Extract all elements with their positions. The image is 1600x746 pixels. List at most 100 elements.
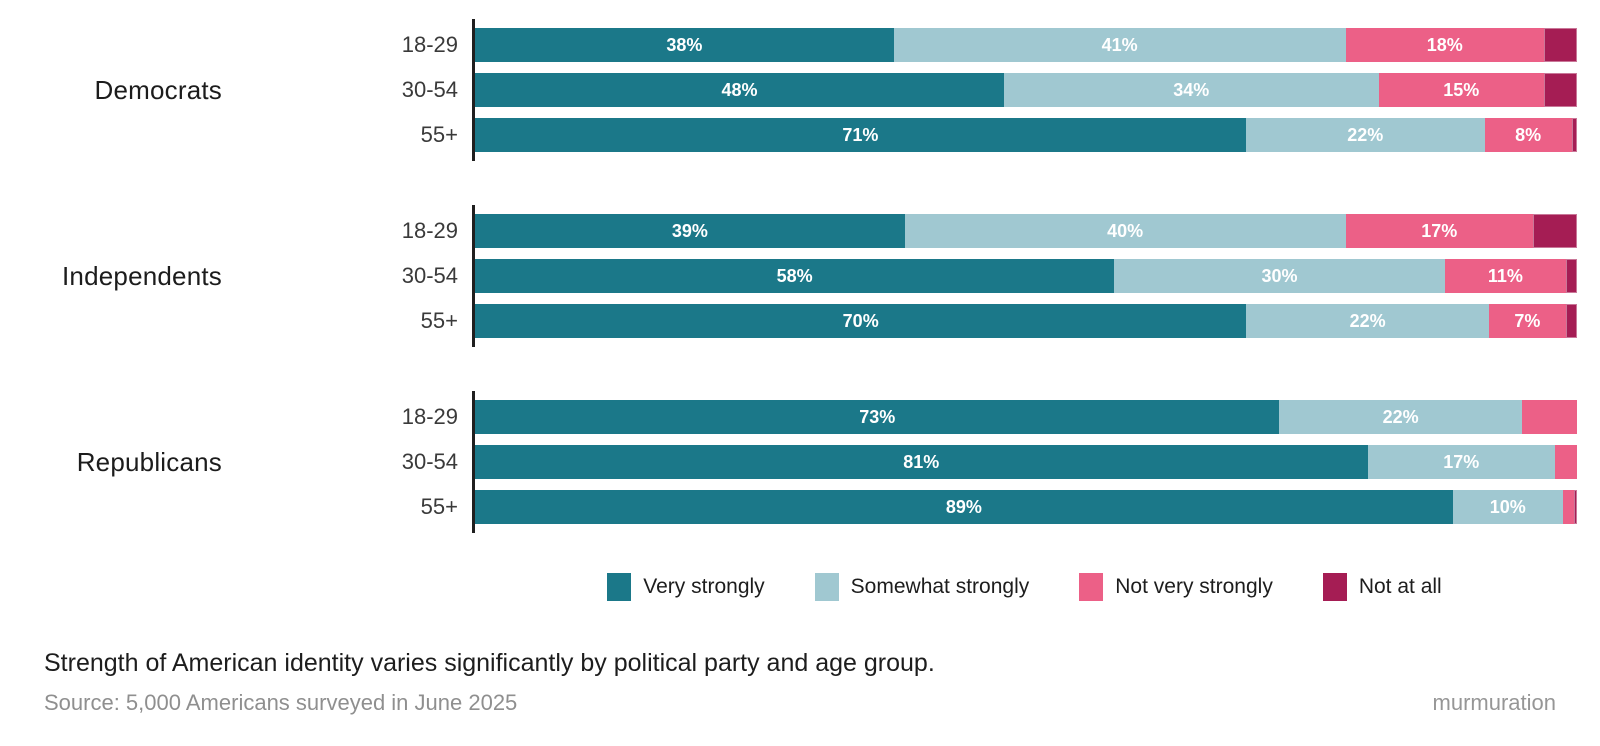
bar-segment-not-at-all — [1543, 28, 1577, 62]
legend-swatch-not-at-all — [1322, 573, 1347, 601]
bar-segment-somewhat-strongly: 41% — [893, 28, 1346, 62]
stacked-bar-democrats-18-29: 38% 41% 18% — [475, 28, 1577, 62]
bar-segment-somewhat-strongly: 10% — [1452, 490, 1563, 524]
legend-swatch-somewhat-strongly — [814, 573, 839, 601]
bar-segment-very-strongly: 58% — [475, 259, 1115, 293]
party-label: Republicans — [76, 446, 222, 477]
stacked-bar-democrats-30-54: 48% 34% 15% — [475, 73, 1577, 107]
age-group-label: 55+ — [420, 494, 458, 519]
segment-value-label: 40% — [1107, 220, 1144, 241]
age-group-label: 30-54 — [401, 77, 458, 102]
bar-segment-not-at-all — [1532, 214, 1577, 248]
bar-segment-very-strongly: 38% — [475, 28, 894, 62]
legend-label: Somewhat strongly — [850, 575, 1030, 598]
bars-with-axis: 39% 40% 17% 58% 30% 11% 70% 22% 7% — [472, 205, 1577, 347]
segment-value-label: 34% — [1173, 79, 1210, 100]
bar-segment-not-very-strongly: 18% — [1345, 28, 1544, 62]
stacked-bar-independents-18-29: 39% 40% 17% — [475, 214, 1577, 248]
segment-value-label: 22% — [1349, 310, 1386, 331]
bar-segment-not-at-all — [1565, 304, 1577, 338]
bar-segment-somewhat-strongly: 22% — [1245, 118, 1485, 152]
party-label: Democrats — [94, 74, 222, 105]
segment-value-label: 48% — [721, 79, 758, 100]
bar-segment-very-strongly: 71% — [475, 118, 1246, 152]
legend-swatch-not-very-strongly — [1079, 573, 1104, 601]
chart: Democrats 18-29 30-54 55+ 38% 41% 18% 48% 34% 15%… — [0, 19, 1600, 533]
bar-segment-not-very-strongly — [1554, 445, 1577, 479]
legend-item-not-very-strongly: Not very strongly — [1079, 573, 1273, 601]
legend-item-somewhat-strongly: Somewhat strongly — [814, 573, 1030, 601]
age-group-label: 30-54 — [401, 263, 458, 288]
bar-segment-very-strongly: 70% — [475, 304, 1247, 338]
legend-swatch-very-strongly — [607, 573, 632, 601]
segment-value-label: 71% — [842, 124, 879, 145]
segment-value-label: 15% — [1443, 79, 1480, 100]
age-labels: 18-29 30-54 55+ — [222, 391, 472, 533]
stacked-bar-independents-55-: 70% 22% 7% — [475, 304, 1577, 338]
footer: Source: 5,000 Americans surveyed in June… — [44, 690, 1556, 716]
segment-value-label: 81% — [903, 451, 940, 472]
bar-segment-not-at-all — [1543, 73, 1577, 107]
bars-with-axis: 38% 41% 18% 48% 34% 15% 71% 22% 8% — [472, 19, 1577, 161]
bar-segment-somewhat-strongly: 22% — [1279, 400, 1522, 434]
bar-segment-not-very-strongly: 17% — [1345, 214, 1533, 248]
bar-segment-very-strongly: 39% — [475, 214, 905, 248]
stacked-bar-democrats-55-: 71% 22% 8% — [475, 118, 1577, 152]
segment-value-label: 89% — [945, 496, 982, 517]
bar-segment-somewhat-strongly: 34% — [1003, 73, 1379, 107]
segment-value-label: 58% — [776, 265, 813, 286]
age-group-label: 55+ — [420, 122, 458, 147]
legend-label: Not very strongly — [1115, 575, 1273, 598]
bar-segment-not-at-all — [1565, 259, 1577, 293]
segment-value-label: 11% — [1487, 265, 1523, 286]
stacked-bar-republicans-18-29: 73% 22% — [475, 400, 1577, 434]
age-group-label: 55+ — [420, 308, 458, 333]
brand-logo-text: murmuration — [1432, 690, 1556, 715]
stacked-bar-independents-30-54: 58% 30% 11% — [475, 259, 1577, 293]
segment-value-label: 17% — [1421, 220, 1458, 241]
bar-segment-not-very-strongly: 7% — [1488, 304, 1566, 338]
age-group-label: 18-29 — [401, 32, 458, 57]
segment-value-label: 22% — [1382, 406, 1419, 427]
stacked-bar-republicans-55-: 89% 10% — [475, 490, 1577, 524]
segment-value-label: 22% — [1347, 124, 1384, 145]
bar-segment-not-very-strongly: 8% — [1484, 118, 1572, 152]
bar-segment-not-very-strongly: 11% — [1444, 259, 1566, 293]
segment-value-label: 17% — [1443, 451, 1480, 472]
bar-segment-somewhat-strongly: 17% — [1367, 445, 1555, 479]
legend-label: Not at all — [1358, 575, 1442, 598]
party-group-republicans: Republicans 18-29 30-54 55+ 73% 22% 81% 17% 89% 1… — [0, 391, 1600, 533]
party-label: Independents — [62, 260, 222, 291]
chart-legend: Very strongly Somewhat strongly Not very s… — [472, 573, 1577, 601]
bar-segment-somewhat-strongly: 30% — [1114, 259, 1445, 293]
bar-segment-very-strongly: 73% — [475, 400, 1280, 434]
age-labels: 18-29 30-54 55+ — [222, 205, 472, 347]
segment-value-label: 38% — [666, 34, 703, 55]
segment-value-label: 70% — [842, 310, 879, 331]
segment-value-label: 8% — [1515, 124, 1542, 145]
caption-block: Strength of American identity varies sig… — [44, 649, 1556, 678]
segment-value-label: 41% — [1101, 34, 1138, 55]
segment-value-label: 30% — [1261, 265, 1298, 286]
bar-segment-somewhat-strongly: 40% — [904, 214, 1346, 248]
party-group-independents: Independents 18-29 30-54 55+ 39% 40% 17% 58% 30%… — [0, 205, 1600, 347]
bar-segment-very-strongly: 89% — [475, 490, 1453, 524]
segment-value-label: 73% — [859, 406, 896, 427]
stacked-bar-republicans-30-54: 81% 17% — [475, 445, 1577, 479]
bar-segment-not-very-strongly — [1521, 400, 1577, 434]
bar-segment-not-at-all — [1571, 118, 1577, 152]
segment-value-label: 10% — [1489, 496, 1526, 517]
party-group-democrats: Democrats 18-29 30-54 55+ 38% 41% 18% 48% 34% 15%… — [0, 19, 1600, 161]
source-note: Source: 5,000 Americans surveyed in June… — [44, 690, 518, 715]
bar-segment-very-strongly: 81% — [475, 445, 1368, 479]
age-group-label: 18-29 — [401, 218, 458, 243]
segment-value-label: 39% — [671, 220, 708, 241]
bar-segment-not-very-strongly: 15% — [1378, 73, 1544, 107]
age-group-label: 18-29 — [401, 404, 458, 429]
bar-segment-not-very-strongly — [1562, 490, 1574, 524]
age-group-label: 30-54 — [401, 449, 458, 474]
chart-caption: Strength of American identity varies sig… — [44, 649, 935, 677]
bar-segment-not-at-all — [1573, 490, 1577, 524]
bar-segment-very-strongly: 48% — [475, 73, 1004, 107]
